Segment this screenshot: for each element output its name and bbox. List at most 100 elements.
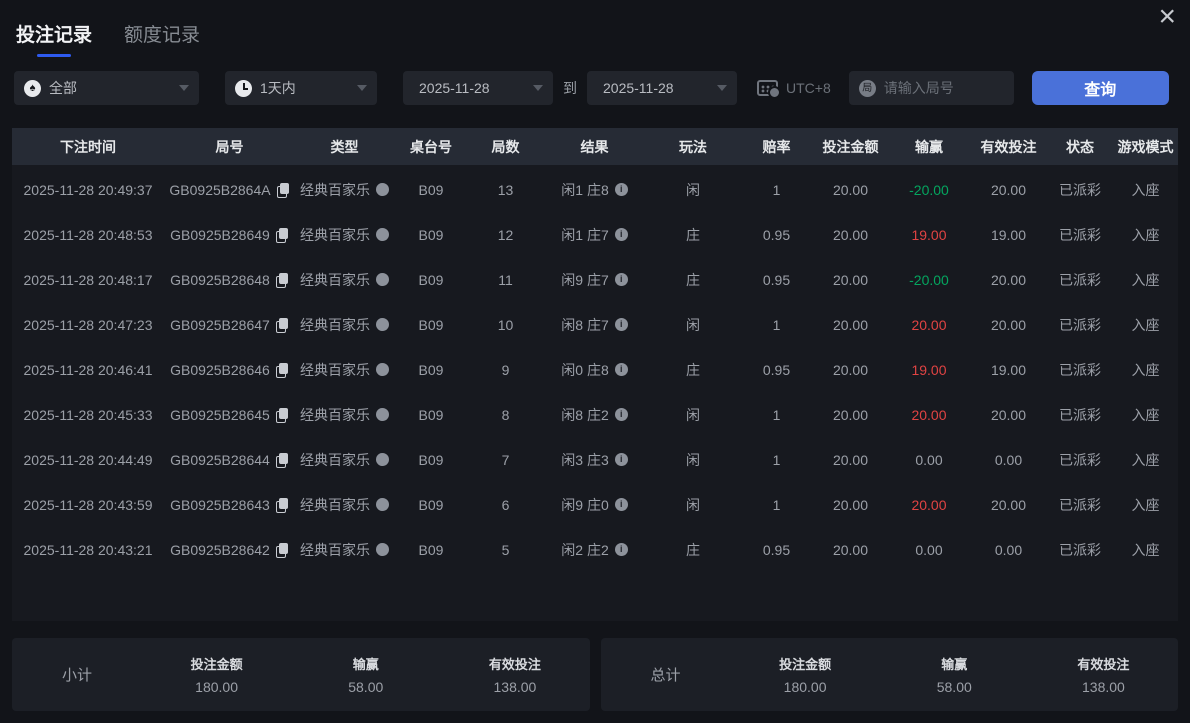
game-replay-icon[interactable] — [376, 228, 389, 241]
cell-game-type: 经典百家乐 — [295, 315, 394, 335]
info-icon[interactable]: i — [614, 273, 628, 286]
game-replay-icon[interactable] — [376, 453, 389, 466]
total-amount-title: 投注金额 — [779, 657, 832, 672]
cell-round-id: GB0925B28645 — [164, 407, 295, 423]
column-header: 输赢 — [915, 138, 943, 155]
game-replay-icon[interactable] — [376, 363, 389, 376]
date-to-select[interactable]: 2025-11-28 — [587, 71, 737, 105]
info-icon[interactable]: i — [614, 498, 628, 511]
table-row: 2025-11-28 20:46:41 GB0925B28646 经典百家乐 B… — [12, 347, 1178, 392]
round-id-text: GB0925B28644 — [170, 451, 270, 468]
game-type-text: 经典百家乐 — [300, 271, 370, 288]
chevron-down-icon — [717, 85, 727, 91]
column-header: 桌台号 — [410, 138, 452, 155]
cell-game-mode: 入座 — [1131, 451, 1160, 468]
cell-play-type: 庄 — [686, 541, 700, 558]
total-winloss-value: 58.00 — [936, 679, 972, 695]
subtotal-amount-value: 180.00 — [195, 679, 238, 695]
cell-result: 闲3 庄3 i — [543, 450, 646, 470]
cell-game-mode: 入座 — [1131, 406, 1160, 423]
date-from-value: 2025-11-28 — [419, 80, 490, 96]
game-type-select[interactable]: ♠ 全部 — [14, 71, 199, 105]
game-replay-icon[interactable] — [376, 543, 389, 556]
cell-round-no: 12 — [497, 226, 514, 243]
cell-odds: 1 — [772, 316, 781, 333]
info-icon[interactable]: i — [614, 543, 628, 556]
cell-round-id: GB0925B28649 — [164, 227, 295, 243]
cell-game-type: 经典百家乐 — [295, 270, 394, 290]
cell-bet-time: 2025-11-28 20:44:49 — [23, 451, 153, 468]
cell-game-type: 经典百家乐 — [295, 225, 394, 245]
copy-icon[interactable] — [275, 272, 289, 288]
cell-win-loss: 0.00 — [915, 541, 943, 558]
game-replay-icon[interactable] — [376, 273, 389, 286]
column-header: 投注金额 — [822, 138, 879, 155]
tab-bet-records[interactable]: 投注记录 — [16, 20, 92, 59]
active-tab-underline — [37, 54, 71, 57]
round-id-text: GB0925B2864A — [169, 181, 271, 198]
copy-icon[interactable] — [275, 452, 289, 468]
cell-odds: 1 — [772, 451, 781, 468]
game-replay-icon[interactable] — [376, 183, 389, 196]
cell-result: 闲0 庄8 i — [543, 360, 646, 380]
game-type-text: 经典百家乐 — [300, 496, 370, 513]
cell-round-no: 5 — [501, 541, 510, 558]
cell-game-mode: 入座 — [1131, 496, 1160, 513]
cell-bet-time: 2025-11-28 20:48:17 — [23, 271, 153, 288]
timezone-label: UTC+8 — [786, 80, 831, 96]
info-icon[interactable]: i — [614, 183, 628, 196]
time-range-select[interactable]: 1天内 — [225, 71, 377, 105]
subtotal-winloss-value: 58.00 — [348, 679, 384, 695]
copy-icon[interactable] — [276, 182, 290, 198]
date-from-select[interactable]: 2025-11-28 — [403, 71, 553, 105]
result-text: 闲2 庄2 — [561, 541, 609, 558]
cell-play-type: 闲 — [686, 406, 700, 423]
cell-game-type: 经典百家乐 — [295, 180, 394, 200]
copy-icon[interactable] — [275, 542, 289, 558]
cell-bet-time: 2025-11-28 20:45:33 — [23, 406, 153, 423]
info-icon[interactable]: i — [614, 408, 628, 421]
round-id-text: GB0925B28643 — [170, 496, 270, 513]
column-header: 下注时间 — [60, 138, 116, 155]
cell-valid-bet: 20.00 — [990, 271, 1027, 288]
info-icon[interactable]: i — [614, 453, 628, 466]
cell-status: 已派彩 — [1059, 181, 1101, 198]
game-replay-icon[interactable] — [376, 318, 389, 331]
cell-bet-amount: 20.00 — [832, 361, 869, 378]
cell-play-type: 闲 — [686, 451, 700, 468]
cell-status: 已派彩 — [1059, 361, 1101, 378]
game-type-text: 经典百家乐 — [300, 316, 370, 333]
round-search-field: 局 — [848, 71, 1014, 105]
tab-quota-records[interactable]: 额度记录 — [124, 20, 200, 59]
copy-icon[interactable] — [275, 497, 289, 513]
column-header: 游戏模式 — [1117, 138, 1174, 155]
cell-game-type: 经典百家乐 — [295, 450, 394, 470]
copy-icon[interactable] — [275, 227, 289, 243]
cell-play-type: 闲 — [686, 181, 700, 198]
cell-table-no: B09 — [418, 361, 444, 378]
game-replay-icon[interactable] — [376, 408, 389, 421]
cell-round-no: 13 — [497, 181, 514, 198]
round-search-input[interactable] — [883, 80, 1004, 96]
cell-win-loss: -20.00 — [909, 271, 949, 288]
cell-table-no: B09 — [418, 541, 444, 558]
tab-bet-records-label: 投注记录 — [16, 25, 93, 46]
cell-round-id: GB0925B2864A — [164, 182, 295, 198]
copy-icon[interactable] — [275, 362, 289, 378]
cell-odds: 0.95 — [762, 226, 791, 243]
cell-round-id: GB0925B28648 — [164, 272, 295, 288]
game-replay-icon[interactable] — [376, 498, 389, 511]
copy-icon[interactable] — [275, 317, 289, 333]
column-header: 状态 — [1066, 138, 1094, 155]
close-icon[interactable]: × — [1158, 0, 1176, 33]
copy-icon[interactable] — [275, 407, 289, 423]
table-row: 2025-11-28 20:48:17 GB0925B28648 经典百家乐 B… — [12, 257, 1178, 302]
cell-odds: 0.95 — [762, 541, 791, 558]
cell-bet-time: 2025-11-28 20:46:41 — [23, 361, 153, 378]
info-icon[interactable]: i — [614, 363, 628, 376]
info-icon[interactable]: i — [614, 228, 628, 241]
info-icon[interactable]: i — [614, 318, 628, 331]
search-button[interactable]: 查询 — [1031, 71, 1169, 105]
cell-table-no: B09 — [418, 271, 444, 288]
cell-bet-amount: 20.00 — [832, 451, 869, 468]
